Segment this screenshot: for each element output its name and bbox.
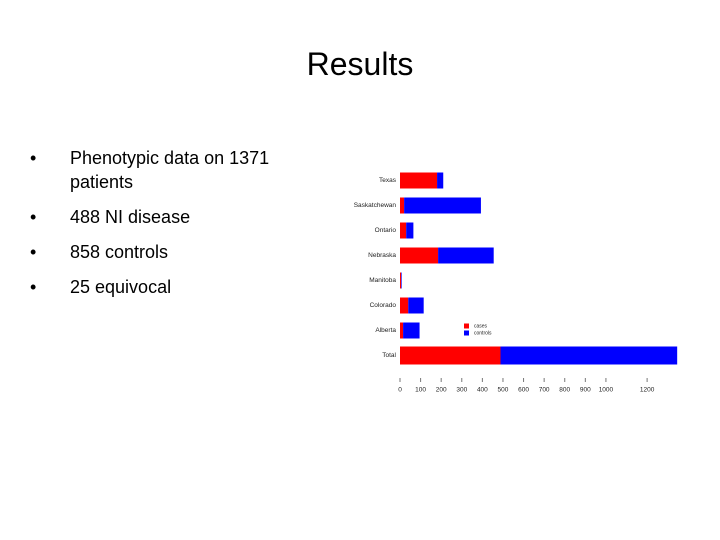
bar-segment [400,172,438,189]
bar-segment [400,297,409,314]
y-tick-label: Colorado [370,302,397,309]
x-tick-label: 500 [498,387,509,394]
bar-segment [400,247,439,264]
y-tick-label: Ontario [375,227,397,234]
y-tick-label: Nebraska [368,252,396,259]
y-tick-label: Texas [379,177,397,184]
bar-segment [437,172,444,189]
x-tick-label: 0 [398,387,402,394]
bar-segment [400,346,501,365]
bullet: 488 NI disease [30,205,310,229]
y-tick-label: Alberta [375,327,396,334]
x-tick-label: 900 [580,387,591,394]
bullet: 858 controls [30,240,310,264]
y-tick-label: Manitoba [369,277,396,284]
bar-segment [403,322,420,339]
bar-segment [408,297,424,314]
bar-segment [500,346,678,365]
x-tick-label: 100 [415,387,426,394]
x-tick-label: 1200 [640,387,655,394]
x-tick-label: 400 [477,387,488,394]
bar-segment [400,222,407,239]
bullet-list: Phenotypic data on 1371 patients 488 NI d… [30,146,310,310]
x-tick-label: 300 [456,387,467,394]
bar-segment [400,197,405,214]
legend-swatch [464,323,469,329]
x-tick-label: 700 [539,387,550,394]
y-tick-label: Total [382,352,396,359]
slide-title: Results [306,46,414,82]
bar-segment [400,322,404,339]
bar-segment [406,222,414,239]
x-tick-label: 600 [518,387,529,394]
bar-segment [438,247,494,264]
legend-label: controls [474,330,492,336]
x-tick-label: 800 [559,387,570,394]
x-tick-label: 200 [436,387,447,394]
bar-segment [400,272,402,289]
legend-swatch [464,330,469,336]
x-tick-label: 1000 [599,387,614,394]
legend-label: cases [474,323,488,329]
bullet: Phenotypic data on 1371 patients [30,146,310,194]
bullet: 25 equivocal [30,275,310,299]
y-tick-label: Saskatchewan [354,202,397,209]
bar-segment [404,197,481,214]
bar-segment [401,272,402,289]
